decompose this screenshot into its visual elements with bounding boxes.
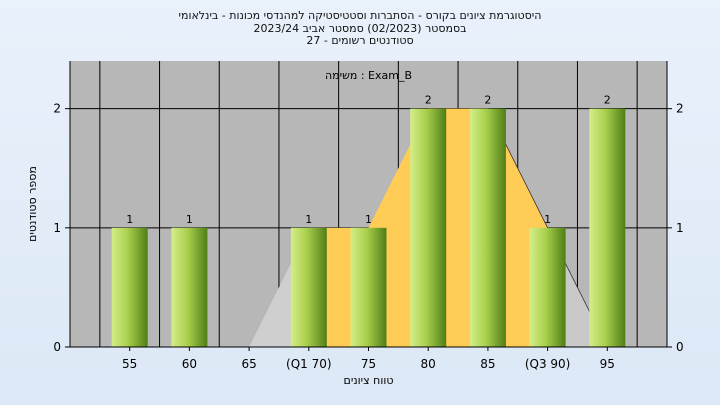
- x-tick-label: 95: [600, 357, 615, 371]
- x-tick-label: 60: [182, 357, 197, 371]
- y-tick-label-right: 2: [676, 102, 684, 116]
- x-axis-label: טווח ציונים: [344, 374, 394, 387]
- x-tick-label: 80: [421, 357, 436, 371]
- x-tick-label: (Q1 70): [286, 357, 332, 371]
- chart-subtitle: בסמסטר (02/2023) סמסטר אביב 2023/24: [253, 21, 467, 35]
- data-label: 1: [365, 213, 372, 226]
- enrollment-count: סטודנטים רשומים - 27: [306, 34, 414, 47]
- bar-Q170: [290, 227, 327, 347]
- x-tick-label: (Q3 90): [525, 357, 571, 371]
- y-tick-label-right: 0: [676, 340, 684, 354]
- bar-85: [469, 108, 506, 348]
- bar-80: [410, 108, 447, 348]
- data-label: 1: [126, 213, 133, 226]
- bar-95: [589, 108, 626, 348]
- bars: 1 1 1 1 2 2 1 2: [111, 94, 626, 348]
- x-tick-label: 55: [122, 357, 137, 371]
- x-tick-label: 75: [361, 357, 376, 371]
- bar-75: [350, 227, 387, 347]
- chart-title: היסטוגרמת ציונים בקורס - הסתברות וסטטיסט…: [178, 9, 542, 22]
- chart-title-block: היסטוגרמת ציונים בקורס - הסתברות וסטטיסט…: [0, 9, 720, 48]
- y-tick-label-right: 1: [676, 221, 684, 235]
- data-label: 2: [425, 94, 432, 107]
- data-label: 1: [186, 213, 193, 226]
- bar-60: [171, 227, 208, 347]
- data-label: 1: [544, 213, 551, 226]
- data-label: 2: [604, 94, 611, 107]
- bar-55: [111, 227, 148, 347]
- axes: 0 0 1 1 2 2 55 60 65 (Q1 70) 75 80 85 (Q3 90) 95: [53, 61, 684, 371]
- y-tick-label-left: 1: [53, 221, 61, 235]
- data-label: 1: [305, 213, 312, 226]
- data-label: 2: [484, 94, 491, 107]
- task-annotation: משימה : Exam_B: [325, 69, 412, 82]
- y-tick-label-left: 2: [53, 102, 61, 116]
- y-tick-label-left: 0: [53, 340, 61, 354]
- bar-Q390: [529, 227, 566, 347]
- y-axis-label: מספר סטודנטים: [26, 166, 39, 242]
- x-tick-label: 65: [241, 357, 256, 371]
- x-tick-label: 85: [480, 357, 495, 371]
